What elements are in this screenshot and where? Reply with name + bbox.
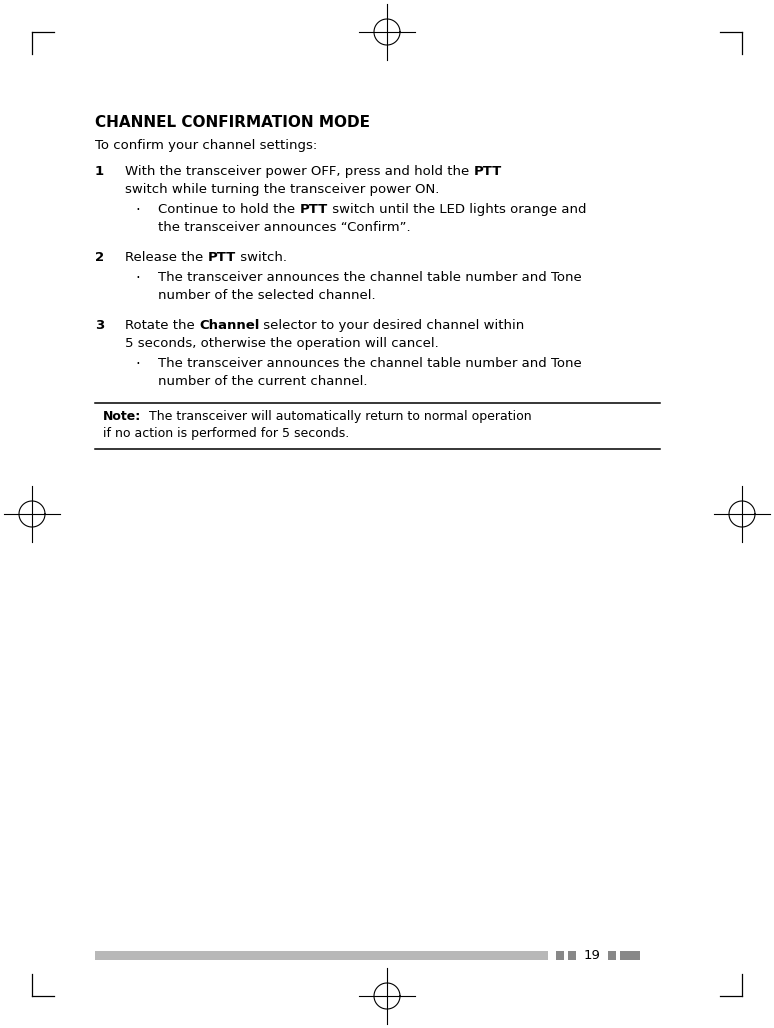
Text: number of the current channel.: number of the current channel. xyxy=(158,375,368,388)
Text: PTT: PTT xyxy=(207,251,236,264)
Bar xyxy=(620,951,640,960)
Text: Rotate the: Rotate the xyxy=(125,319,199,332)
Text: 2: 2 xyxy=(95,251,104,264)
Text: ·: · xyxy=(135,357,140,372)
Text: The transceiver announces the channel table number and Tone: The transceiver announces the channel ta… xyxy=(158,271,582,284)
Text: switch.: switch. xyxy=(236,251,286,264)
Text: CHANNEL CONFIRMATION MODE: CHANNEL CONFIRMATION MODE xyxy=(95,115,370,130)
Bar xyxy=(95,951,548,960)
Text: Channel: Channel xyxy=(199,319,259,332)
Text: switch until the LED lights orange and: switch until the LED lights orange and xyxy=(327,203,586,216)
Text: The transceiver announces the channel table number and Tone: The transceiver announces the channel ta… xyxy=(158,357,582,370)
Text: 1: 1 xyxy=(95,166,104,178)
Text: number of the selected channel.: number of the selected channel. xyxy=(158,289,375,302)
Text: the transceiver announces “Confirm”.: the transceiver announces “Confirm”. xyxy=(158,221,411,234)
Text: To confirm your channel settings:: To confirm your channel settings: xyxy=(95,139,317,152)
Text: selector to your desired channel within: selector to your desired channel within xyxy=(259,319,525,332)
Text: 5 seconds, otherwise the operation will cancel.: 5 seconds, otherwise the operation will … xyxy=(125,337,439,350)
Text: ·: · xyxy=(135,203,140,218)
Bar xyxy=(568,951,576,960)
Text: Continue to hold the: Continue to hold the xyxy=(158,203,300,216)
Text: The transceiver will automatically return to normal operation: The transceiver will automatically retur… xyxy=(141,410,532,423)
Bar xyxy=(608,951,616,960)
Text: With the transceiver power OFF, press and hold the: With the transceiver power OFF, press an… xyxy=(125,166,474,178)
Text: 19: 19 xyxy=(584,949,601,962)
Text: if no action is performed for 5 seconds.: if no action is performed for 5 seconds. xyxy=(103,427,349,440)
Bar xyxy=(556,951,564,960)
Text: 3: 3 xyxy=(95,319,104,332)
Text: PTT: PTT xyxy=(474,166,502,178)
Text: Note:: Note: xyxy=(103,410,141,423)
Text: ·: · xyxy=(135,271,140,286)
Text: PTT: PTT xyxy=(300,203,327,216)
Text: Release the: Release the xyxy=(125,251,207,264)
Text: switch while turning the transceiver power ON.: switch while turning the transceiver pow… xyxy=(125,183,440,196)
